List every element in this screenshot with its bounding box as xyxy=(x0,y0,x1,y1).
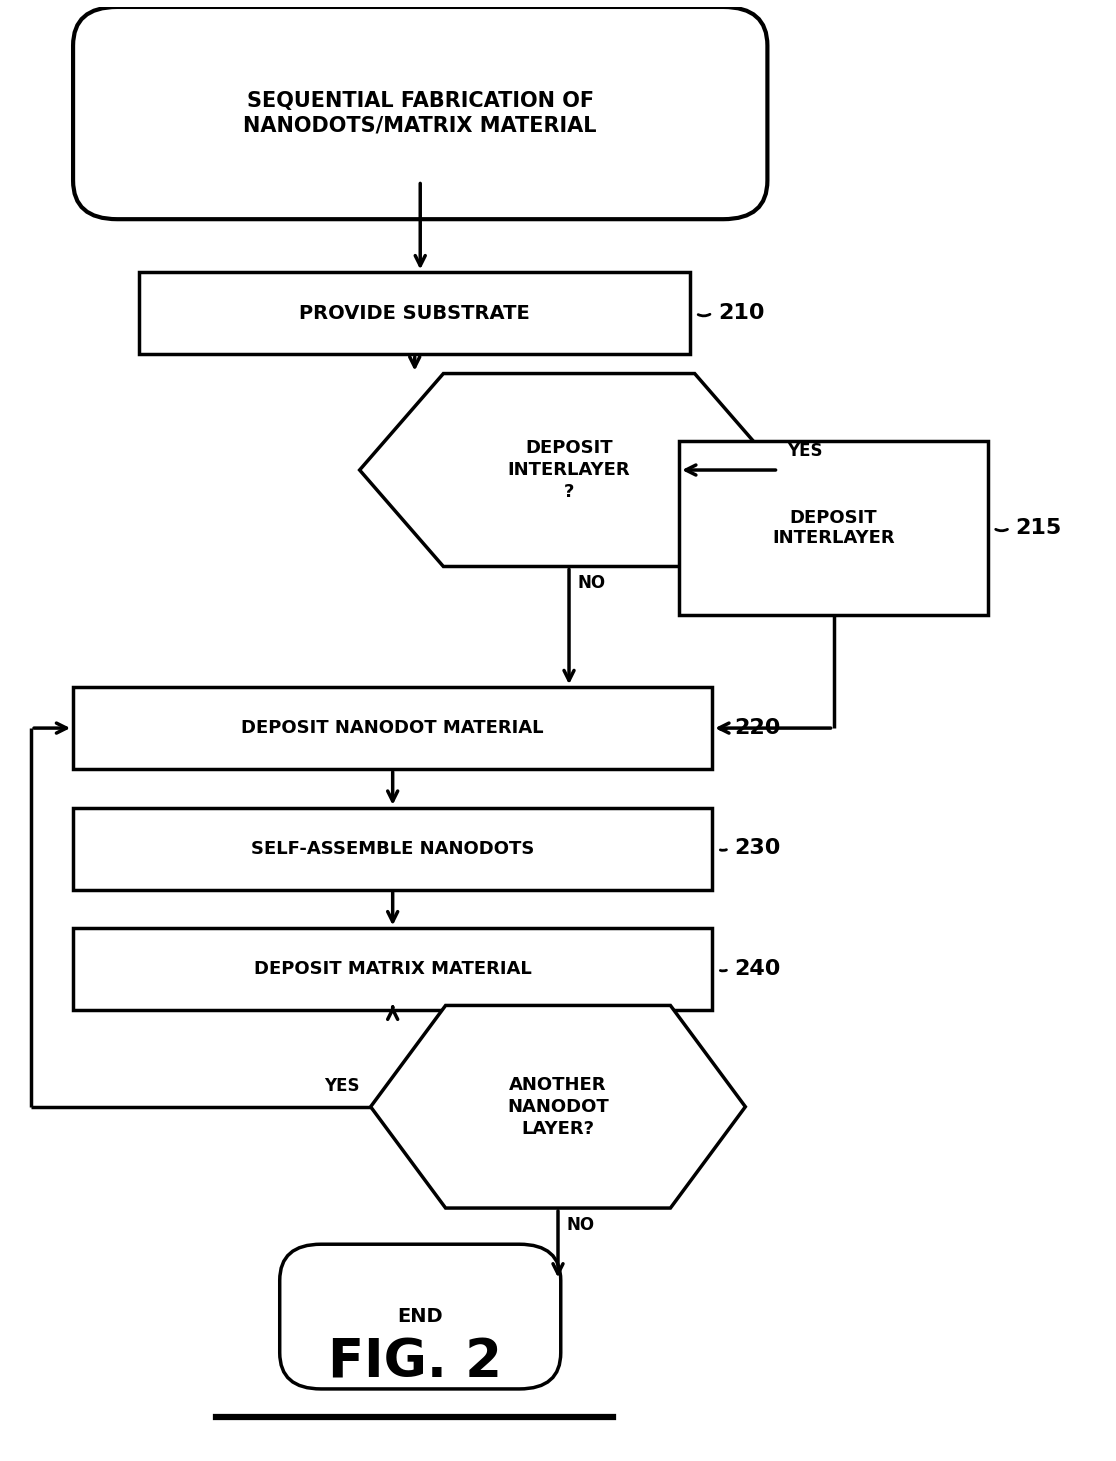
Text: 215: 215 xyxy=(1016,517,1061,538)
Text: DEPOSIT MATRIX MATERIAL: DEPOSIT MATRIX MATERIAL xyxy=(253,960,531,979)
FancyBboxPatch shape xyxy=(73,7,768,219)
FancyBboxPatch shape xyxy=(280,1245,560,1389)
Bar xyxy=(73,808,712,890)
Text: PROVIDE SUBSTRATE: PROVIDE SUBSTRATE xyxy=(299,304,530,323)
Polygon shape xyxy=(359,374,779,567)
Text: DEPOSIT
INTERLAYER: DEPOSIT INTERLAYER xyxy=(772,508,895,548)
Text: 230: 230 xyxy=(734,839,781,858)
Bar xyxy=(140,272,691,354)
Text: 210: 210 xyxy=(718,302,764,323)
Text: YES: YES xyxy=(787,443,822,460)
Bar xyxy=(73,687,712,768)
Text: ANOTHER
NANODOT
LAYER?: ANOTHER NANODOT LAYER? xyxy=(507,1075,609,1138)
Polygon shape xyxy=(371,1005,745,1208)
Text: SELF-ASSEMBLE NANODOTS: SELF-ASSEMBLE NANODOTS xyxy=(251,840,535,858)
Text: END: END xyxy=(397,1308,443,1327)
Bar xyxy=(73,928,712,1010)
Text: 220: 220 xyxy=(734,717,781,738)
Text: 240: 240 xyxy=(734,958,781,979)
Bar xyxy=(680,441,988,615)
Text: NO: NO xyxy=(567,1216,595,1233)
Text: FIG. 2: FIG. 2 xyxy=(328,1337,502,1388)
Text: YES: YES xyxy=(324,1077,359,1096)
Text: NO: NO xyxy=(578,574,606,592)
Text: DEPOSIT
INTERLAYER
?: DEPOSIT INTERLAYER ? xyxy=(508,438,631,501)
Text: SEQUENTIAL FABRICATION OF
NANODOTS/MATRIX MATERIAL: SEQUENTIAL FABRICATION OF NANODOTS/MATRI… xyxy=(243,91,597,136)
Text: DEPOSIT NANODOT MATERIAL: DEPOSIT NANODOT MATERIAL xyxy=(241,719,543,738)
